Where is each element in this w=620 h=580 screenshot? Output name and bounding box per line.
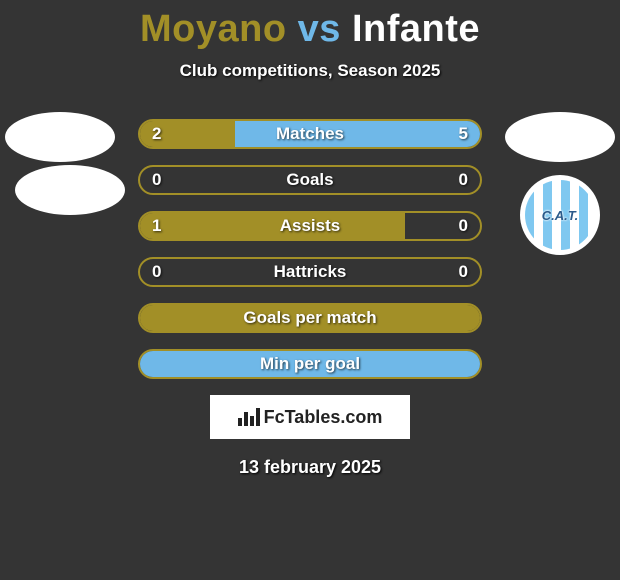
source-badge: FcTables.com <box>210 395 410 439</box>
bar-value-left: 2 <box>152 121 161 147</box>
bar-row: Goals per match <box>138 303 482 333</box>
bar-value-left: 1 <box>152 213 161 239</box>
date-text: 13 february 2025 <box>0 457 620 478</box>
chart-icon <box>238 408 260 426</box>
comparison-bars: Matches25Goals00Assists10Hattricks00Goal… <box>138 119 482 379</box>
club-crest-stripes: C.A.T. <box>525 180 595 250</box>
bar-row: Matches2 5 <box>138 119 482 149</box>
bar-value-left: 0 <box>152 167 161 193</box>
title-right: Infante <box>352 8 480 50</box>
player-left-badge-2 <box>15 165 125 215</box>
bar-label: Goals per match <box>140 305 480 331</box>
title-left: Moyano <box>140 8 287 50</box>
club-crest-right: C.A.T. <box>520 175 600 255</box>
bar-label: Assists <box>140 213 480 239</box>
player-right-badge-1 <box>505 112 615 162</box>
source-badge-text: FcTables.com <box>264 407 383 428</box>
bar-row: Assists1 0 <box>138 211 482 241</box>
bar-value-left: 0 <box>152 259 161 285</box>
bar-value-right: 0 <box>459 167 468 193</box>
bar-label: Goals <box>140 167 480 193</box>
bar-row: Min per goal <box>138 349 482 379</box>
bar-value-right: 0 <box>459 259 468 285</box>
bar-value-right: 5 <box>459 121 468 147</box>
subtitle: Club competitions, Season 2025 <box>0 61 620 81</box>
bar-row: Hattricks0 0 <box>138 257 482 287</box>
comparison-title: Moyano vs Infante <box>0 0 620 51</box>
bar-value-right: 0 <box>459 213 468 239</box>
club-crest-text: C.A.T. <box>542 208 579 223</box>
bar-label: Min per goal <box>140 351 480 377</box>
bar-row: Goals0 0 <box>138 165 482 195</box>
bar-label: Hattricks <box>140 259 480 285</box>
title-vs: vs <box>298 8 341 50</box>
bar-label: Matches <box>140 121 480 147</box>
player-left-badge-1 <box>5 112 115 162</box>
